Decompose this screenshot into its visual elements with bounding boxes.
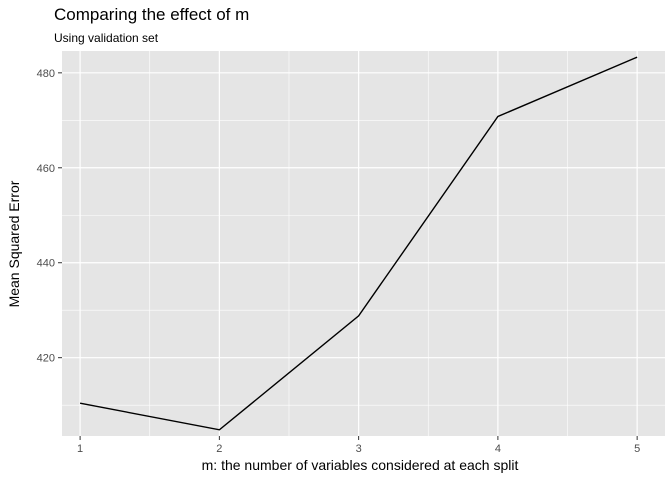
y-tick-label: 460 <box>37 163 55 175</box>
x-axis-label: m: the number of variables considered at… <box>201 457 519 473</box>
y-tick-label: 480 <box>37 68 55 80</box>
plot-panel <box>62 51 665 436</box>
x-tick-label: 3 <box>356 443 362 455</box>
tick-labels: 1 2 3 4 5 420 440 460 480 <box>37 68 641 455</box>
x-tick-label: 2 <box>216 443 222 455</box>
axis-ticks <box>58 72 638 440</box>
grid-major <box>62 51 665 436</box>
chart-subtitle: Using validation set <box>54 31 159 45</box>
x-tick-label: 4 <box>495 443 501 455</box>
y-tick-label: 420 <box>37 353 55 365</box>
chart-title: Comparing the effect of m <box>54 5 250 24</box>
y-axis-label: Mean Squared Error <box>6 180 22 308</box>
x-tick-label: 5 <box>634 443 640 455</box>
y-tick-label: 440 <box>37 258 55 270</box>
series-line <box>79 56 638 431</box>
x-tick-label: 1 <box>77 443 83 455</box>
grid-minor <box>62 51 665 436</box>
